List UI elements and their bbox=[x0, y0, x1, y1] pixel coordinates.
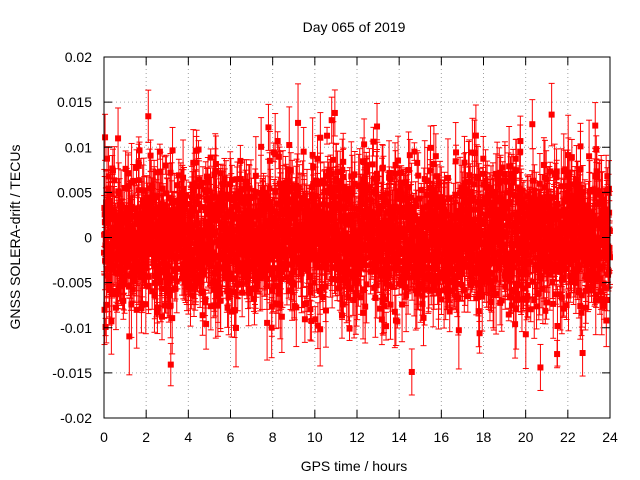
y-tick-label: -0.015 bbox=[52, 365, 92, 381]
data-point bbox=[115, 107, 122, 170]
data-point bbox=[167, 342, 174, 387]
chart-title: Day 065 of 2019 bbox=[303, 19, 406, 35]
data-point bbox=[264, 285, 271, 361]
data-point bbox=[207, 148, 214, 167]
x-tick-label: 6 bbox=[227, 429, 235, 445]
x-tick-label: 10 bbox=[307, 429, 323, 445]
y-tick-label: 0 bbox=[84, 230, 92, 246]
data-point bbox=[102, 317, 109, 337]
y-tick-label: 0.01 bbox=[65, 139, 92, 155]
data-point-outlier bbox=[265, 103, 272, 151]
y-tick-label: -0.01 bbox=[60, 320, 92, 336]
data-point bbox=[203, 298, 210, 350]
data-point bbox=[346, 316, 353, 341]
y-tick-label: -0.02 bbox=[60, 410, 92, 426]
data-point-outlier bbox=[408, 348, 415, 396]
x-tick-label: 8 bbox=[269, 429, 277, 445]
y-tick-label: 0.015 bbox=[57, 94, 92, 110]
x-tick-label: 16 bbox=[434, 429, 450, 445]
data-point-outlier bbox=[577, 122, 584, 170]
y-axis-title: GNSS SOLERA-drift / TECUs bbox=[7, 145, 23, 330]
data-point bbox=[156, 143, 163, 160]
y-tick-label: 0.005 bbox=[57, 184, 92, 200]
data-point bbox=[195, 140, 202, 160]
data-point bbox=[138, 283, 145, 334]
x-tick-label: 4 bbox=[184, 429, 192, 445]
data-point bbox=[604, 167, 611, 186]
data-point bbox=[130, 164, 137, 198]
data-point bbox=[162, 156, 169, 175]
x-tick-label: 20 bbox=[518, 429, 534, 445]
data-point-outlier bbox=[592, 102, 599, 150]
data-point bbox=[529, 99, 536, 150]
data-point-outlier bbox=[537, 343, 544, 391]
x-tick-label: 18 bbox=[476, 429, 492, 445]
data-point bbox=[202, 289, 209, 309]
data-point bbox=[258, 117, 265, 177]
x-tick-label: 0 bbox=[100, 429, 108, 445]
data-point bbox=[300, 126, 307, 177]
data-point bbox=[295, 83, 302, 163]
x-axis-title: GPS time / hours bbox=[301, 458, 408, 474]
x-tick-label: 12 bbox=[349, 429, 365, 445]
x-tick-label: 14 bbox=[391, 429, 407, 445]
x-tick-label: 2 bbox=[142, 429, 150, 445]
data-point bbox=[548, 82, 555, 147]
data-series bbox=[101, 82, 613, 396]
data-point bbox=[324, 126, 331, 145]
y-tick-label: -0.005 bbox=[52, 275, 92, 291]
x-tick-label: 24 bbox=[602, 429, 618, 445]
y-tick-label: 0.02 bbox=[65, 49, 92, 65]
x-tick-label: 22 bbox=[560, 429, 576, 445]
